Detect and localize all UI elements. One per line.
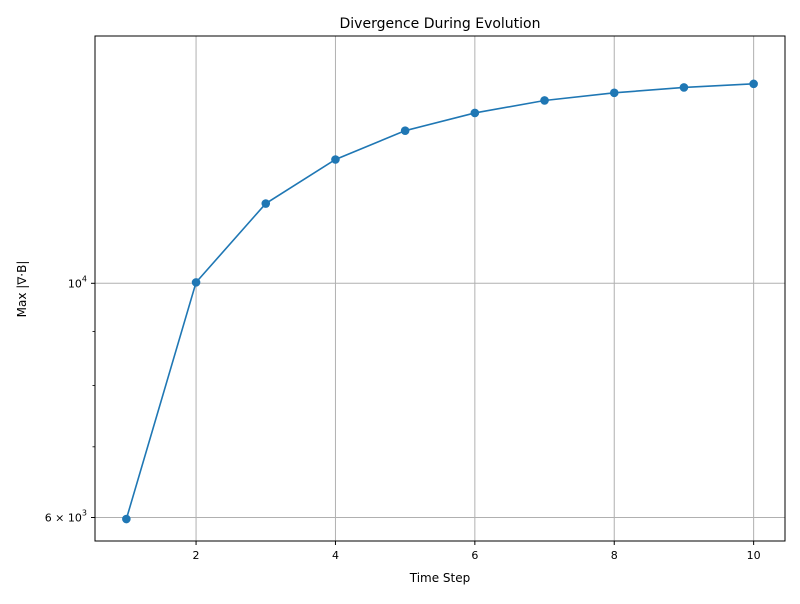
plot-frame [94,35,786,542]
y-tick-label: 104 [68,274,87,290]
data-point [191,278,201,287]
x-tick-label: 6 [471,549,478,562]
data-point [749,79,758,89]
x-ticks-layer: 2 4 6 8 10 [193,541,761,562]
data-point [122,514,131,524]
y-axis-label: Max |∇·B| [15,261,29,318]
data-point [679,83,689,92]
data-point [331,155,340,164]
data-point [609,88,619,98]
x-tick-label: 4 [332,549,339,562]
data-point [261,199,271,208]
series-line [125,83,754,520]
data-point [470,108,480,118]
series-layer [122,79,758,524]
x-tick-label: 8 [611,549,618,562]
data-point [400,126,410,135]
plot-area [95,36,785,541]
x-axis-label: Time Step [409,571,471,585]
x-tick-label: 2 [193,549,200,562]
y-ticks-layer: 104 6 × 103 [45,274,95,524]
data-point [540,96,549,105]
grid-layer [95,36,785,541]
chart-title: Divergence During Evolution [340,16,541,32]
x-tick-label: 10 [747,549,761,562]
y-tick-label: 6 × 103 [45,508,87,524]
